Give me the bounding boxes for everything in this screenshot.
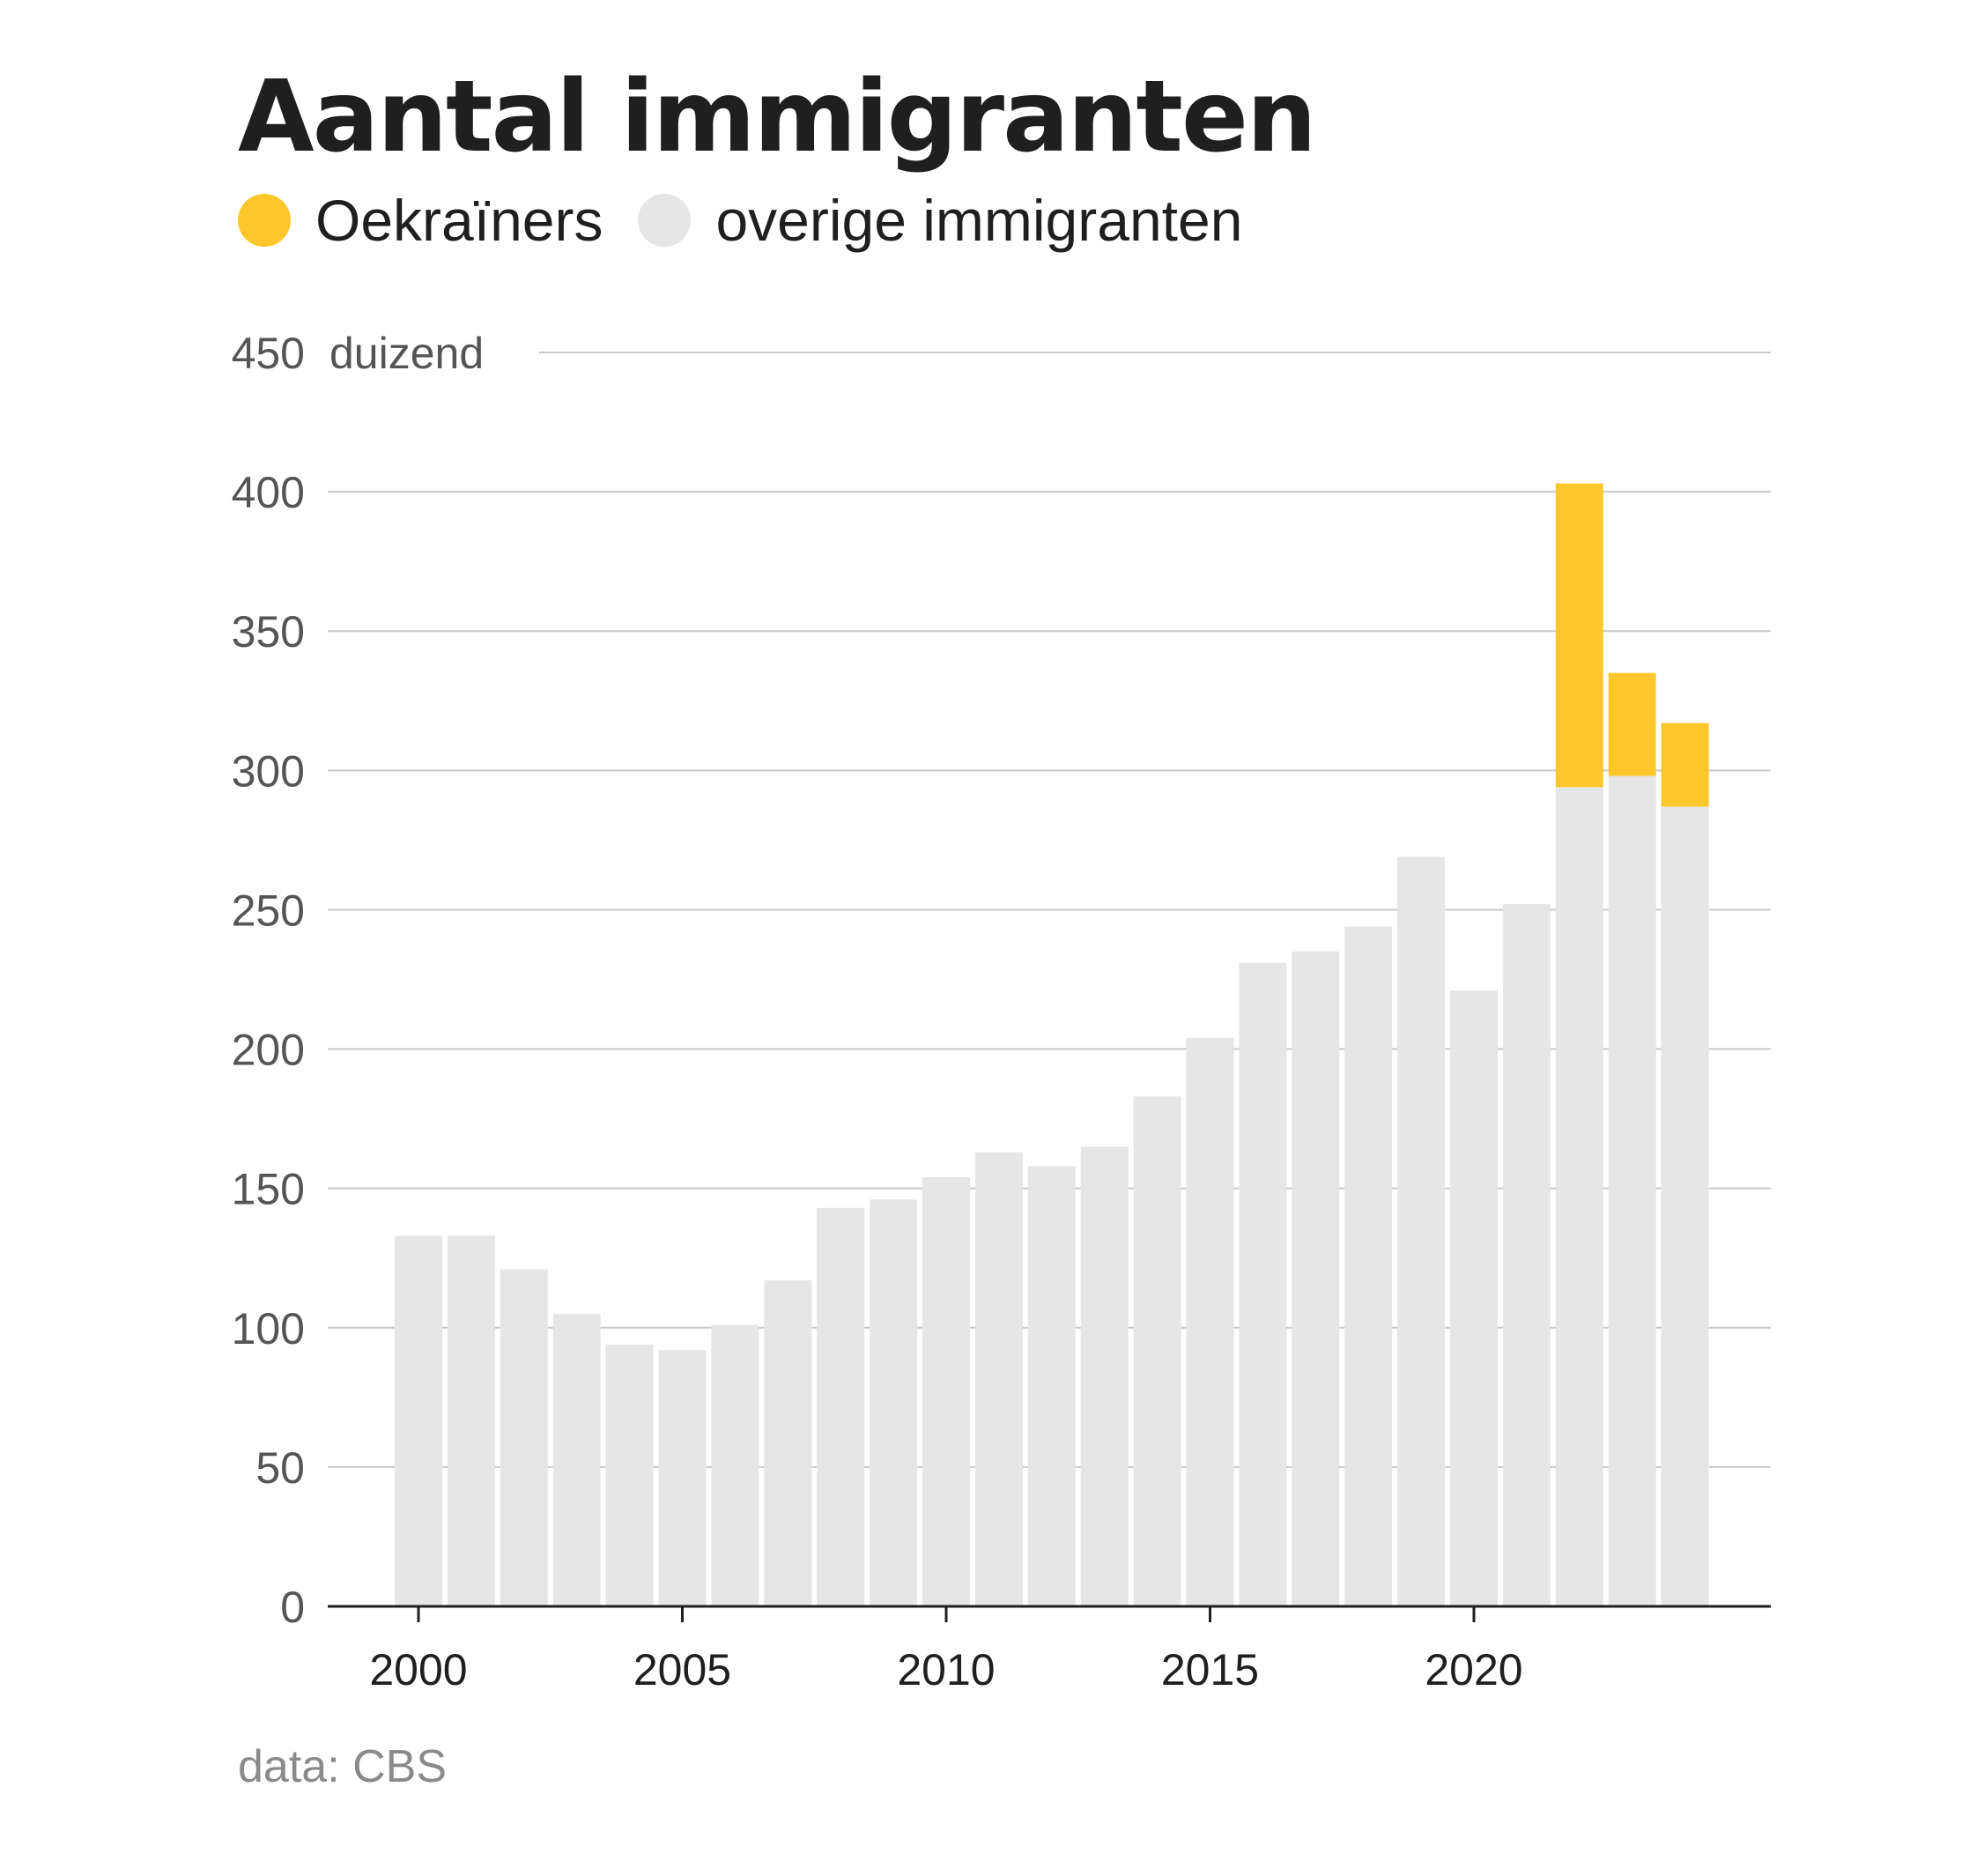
bar-other-2002 [500,1269,548,1606]
y-tick-label-450: 450 [232,329,305,378]
chart-title: Aantal immigranten [238,60,1317,174]
bar-other-2023 [1608,775,1656,1606]
y-unit-label: duizend [329,329,484,378]
bars [395,483,1709,1606]
y-tick-label-150: 150 [232,1165,305,1214]
y-tick-label-400: 400 [232,468,305,517]
y-tick-label-100: 100 [232,1304,305,1353]
x-tick-label-2010: 2010 [897,1645,995,1694]
bar-other-2009 [870,1199,918,1606]
legend-swatch-other [638,194,692,247]
bar-ukrainians-2022 [1555,483,1603,788]
legend: Oekraïners overige immigranten [238,185,1277,256]
bar-other-2003 [552,1313,601,1606]
legend-entry-other: overige immigranten [638,187,1242,254]
x-tick-label-2000: 2000 [369,1645,467,1694]
bar-other-2008 [817,1207,865,1606]
bar-other-2015 [1186,1037,1234,1606]
bar-other-2014 [1133,1096,1181,1606]
bar-other-2019 [1397,856,1446,1606]
bar-other-2012 [1027,1166,1076,1606]
legend-entry-ukrainians: Oekraïners [238,187,603,254]
bar-other-2017 [1292,951,1340,1606]
bar-other-2010 [922,1177,970,1606]
y-tick-label-300: 300 [232,746,305,796]
axes: 0 50 100 150 200 250 300 350 400 450 duizend 2000 20… [232,329,1771,1694]
legend-swatch-ukrainians [238,194,291,247]
bar-other-2004 [605,1344,654,1606]
bar-other-2018 [1344,926,1393,1606]
legend-label-other: overige immigranten [715,188,1243,253]
bar-other-2013 [1080,1146,1129,1606]
x-tick-label-2020: 2020 [1425,1645,1522,1694]
bar-other-2000 [395,1235,442,1606]
bar-other-2024 [1661,806,1709,1606]
bar-other-2011 [974,1152,1023,1606]
y-tick-label-200: 200 [232,1026,305,1075]
bar-other-2022 [1555,787,1603,1606]
y-tick-label-350: 350 [232,607,305,656]
bar-other-2006 [711,1324,759,1606]
bar-other-2020 [1450,990,1498,1606]
bar-other-2021 [1502,904,1551,1606]
y-tick-label-250: 250 [232,886,305,935]
x-tick-label-2005: 2005 [633,1645,731,1694]
bar-ukrainians-2024 [1661,723,1709,807]
source-note: data: CBS [238,1741,448,1792]
y-tick-label-0: 0 [280,1583,305,1632]
x-tick-label-2015: 2015 [1161,1645,1259,1694]
bar-other-2007 [764,1280,812,1606]
y-tick-label-50: 50 [255,1443,305,1493]
bar-ukrainians-2023 [1608,672,1656,776]
bar-other-2016 [1239,962,1287,1606]
bar-other-2005 [658,1350,707,1606]
bar-other-2001 [447,1235,495,1606]
legend-label-ukrainians: Oekraïners [315,188,603,253]
